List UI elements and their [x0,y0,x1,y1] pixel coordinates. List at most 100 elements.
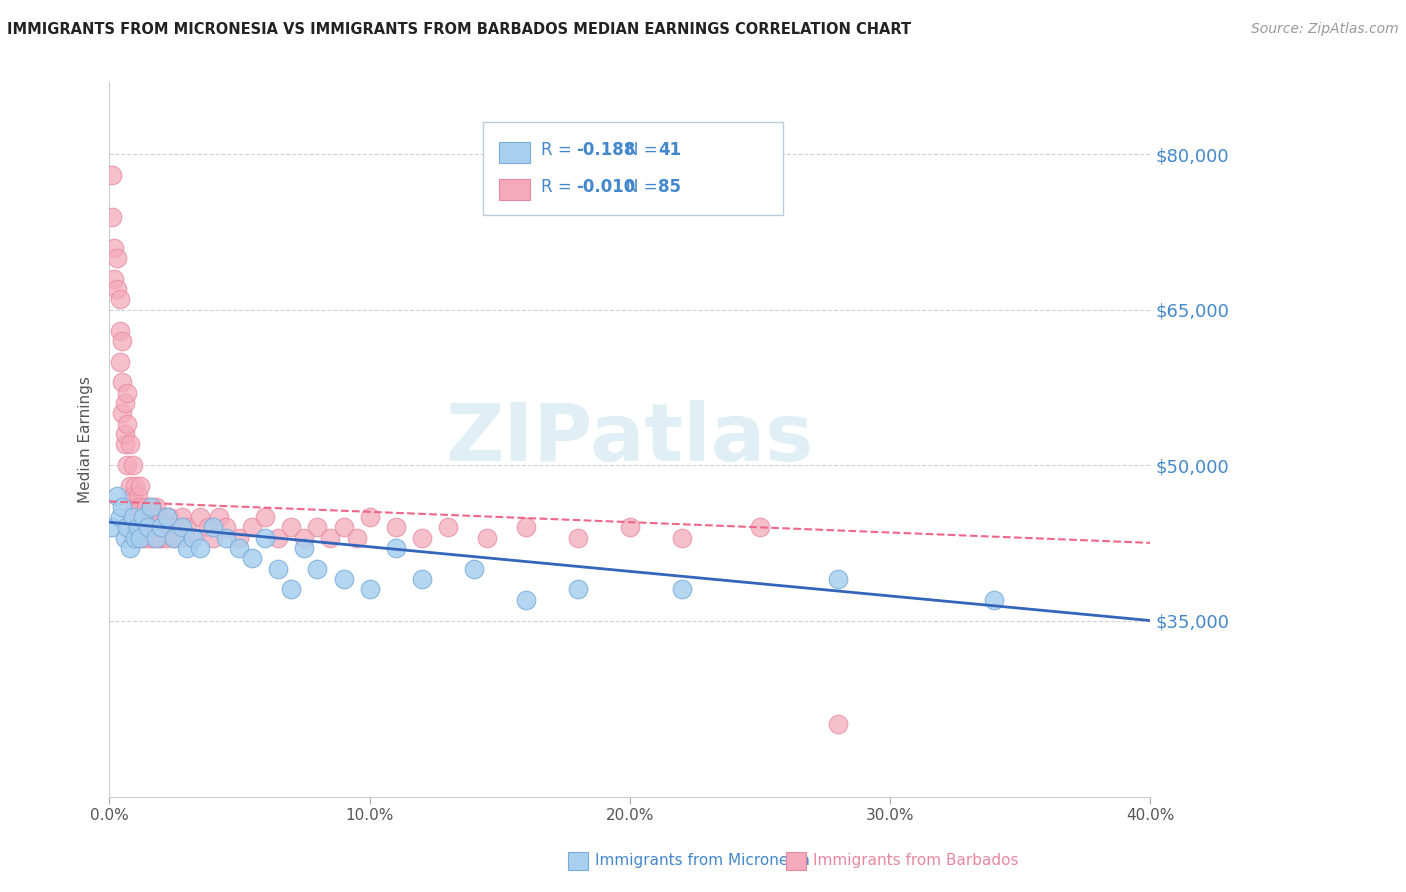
Point [120,437,142,451]
Text: N =: N = [626,141,662,160]
Point [111,376,134,390]
Point [120,479,142,493]
Point [117,458,139,473]
Point [215,520,238,534]
Point [207,510,229,524]
Point [202,531,225,545]
Point [359,510,381,524]
Point [114,427,136,442]
Point [114,437,136,451]
Point [671,531,693,545]
Point [150,510,173,524]
Point [114,531,136,545]
Point [827,572,849,586]
Point [242,520,264,534]
Y-axis label: Median Earnings: Median Earnings [79,376,93,503]
Point [127,520,149,534]
Point [163,531,186,545]
Point [155,531,177,545]
Point [139,500,162,514]
Point [228,531,250,545]
Point [121,489,143,503]
Point [153,520,176,534]
Point [108,293,131,307]
Point [567,531,589,545]
Point [145,500,167,514]
Point [132,531,155,545]
Point [108,354,131,368]
Point [111,334,134,348]
Point [346,531,368,545]
Point [202,520,225,534]
Point [280,520,302,534]
Point [384,541,406,555]
Point [105,251,128,265]
Point [176,541,198,555]
Point [267,562,290,576]
Text: Immigrants from Micronesia: Immigrants from Micronesia [595,854,810,868]
Point [117,520,139,534]
Point [124,531,146,545]
Point [307,520,329,534]
Point [188,510,211,524]
Point [129,500,152,514]
Text: N =: N = [626,178,662,196]
Point [145,520,167,534]
Point [101,210,124,224]
Point [155,510,177,524]
Text: -0.010: -0.010 [575,178,636,196]
Point [280,582,302,597]
Text: Immigrants from Barbados: Immigrants from Barbados [813,854,1019,868]
Point [101,168,124,182]
Text: R =: R = [541,141,576,160]
Point [475,531,498,545]
Point [254,510,277,524]
Point [827,717,849,731]
Point [127,531,149,545]
Point [136,510,159,524]
Point [228,541,250,555]
Point [294,541,316,555]
Point [124,520,146,534]
Point [172,520,194,534]
Point [254,531,277,545]
Point [411,572,433,586]
Point [124,479,146,493]
Point [117,385,139,400]
Point [105,282,128,296]
Point [332,572,354,586]
Point [150,531,173,545]
Text: 85: 85 [658,178,682,196]
Point [136,531,159,545]
Point [121,458,143,473]
Point [127,510,149,524]
Point [359,582,381,597]
Point [749,520,772,534]
Point [181,531,204,545]
Point [129,520,152,534]
Point [169,531,191,545]
Point [515,592,537,607]
Point [120,510,142,524]
Point [121,531,143,545]
Point [188,541,211,555]
Point [148,531,170,545]
Point [197,520,219,534]
Point [319,531,342,545]
Point [124,500,146,514]
Point [132,510,155,524]
Point [132,510,155,524]
Point [108,324,131,338]
Point [176,520,198,534]
Point [436,520,458,534]
Text: -0.188: -0.188 [575,141,636,160]
Point [384,520,406,534]
Point [307,562,329,576]
Point [150,520,173,534]
Text: Source: ZipAtlas.com: Source: ZipAtlas.com [1251,22,1399,37]
Point [121,510,143,524]
Point [120,541,142,555]
Point [267,531,290,545]
Point [163,531,186,545]
Point [101,520,124,534]
